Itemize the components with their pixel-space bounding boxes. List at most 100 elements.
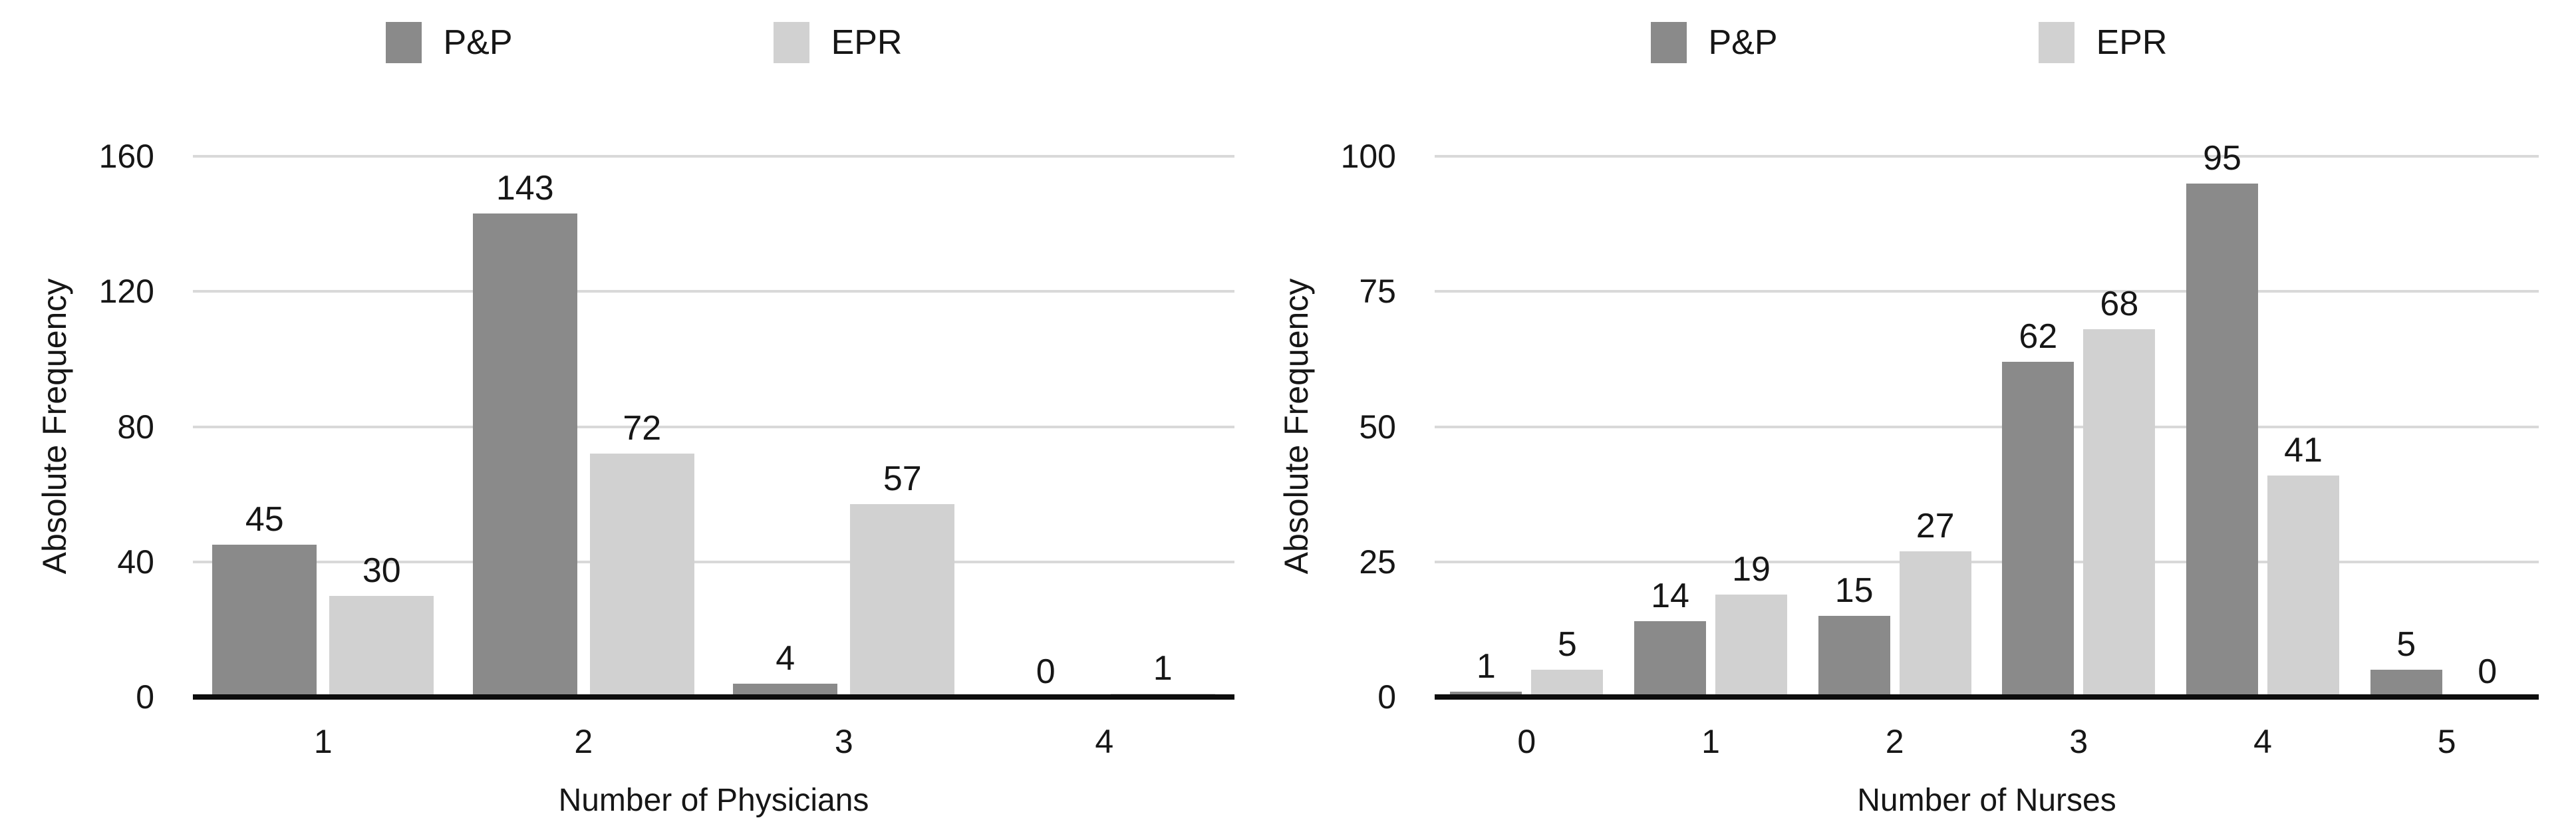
legend-item-epr: EPR [773, 22, 903, 63]
x-tick-label: 5 [2437, 723, 2456, 760]
bar-pp [1634, 621, 1706, 697]
bar-slot: 41 [2267, 156, 2339, 697]
bar-group: 143 72 2 [454, 156, 714, 758]
gridline [193, 425, 1234, 428]
gridline [1435, 425, 2539, 428]
x-axis-line [1435, 694, 2539, 700]
plot-area: 0 40 80 120 160 45 30 1 143 72 2 4 57 3 0 1 4 [99, 139, 1235, 758]
bar-value-label: 41 [2284, 430, 2323, 470]
gridline [193, 155, 1234, 158]
bar-group: 62 68 3 [1987, 156, 2171, 758]
x-tick-label: 3 [834, 723, 853, 760]
gridline [1435, 290, 2539, 293]
epr-swatch-icon [2038, 22, 2075, 63]
nurses-chart: P&P EPR Absolute Frequency 0 25 50 75 100 1 5 0… [1242, 0, 2576, 832]
bar-slot: 0 [994, 156, 1098, 697]
bar-slot: 143 [472, 156, 577, 697]
bar-value-label: 62 [2019, 317, 2058, 356]
bar-value-label: 5 [2396, 625, 2416, 664]
bar-epr [329, 595, 434, 697]
bar-pp [2002, 361, 2075, 697]
bar-pp [472, 213, 577, 697]
bar-epr [2083, 329, 2156, 697]
epr-legend-label: EPR [2096, 23, 2168, 62]
bar-value-label: 57 [883, 460, 922, 499]
bar-slot: 14 [1634, 156, 1706, 697]
bar-value-label: 68 [2100, 285, 2139, 324]
x-tick-label: 0 [1517, 723, 1536, 760]
bar-pp [2370, 670, 2442, 697]
bar-slot: 30 [329, 156, 434, 697]
y-tick-label: 0 [1377, 678, 1396, 716]
y-tick-label: 40 [117, 543, 154, 581]
legend-item-pp: P&P [1650, 22, 1778, 63]
y-tick-label: 100 [1340, 138, 1396, 175]
bar-value-label: 143 [496, 169, 554, 208]
y-tick-label: 75 [1359, 273, 1396, 311]
bar-group: 15 27 2 [1802, 156, 1987, 758]
bar-slot: 1 [1450, 156, 1522, 697]
bar-epr [2267, 475, 2339, 697]
bar-value-label: 27 [1916, 506, 1955, 545]
bar-group: 14 19 1 [1619, 156, 1803, 758]
bar-value-label: 1 [1153, 648, 1173, 688]
bar-group: 0 1 4 [974, 156, 1235, 758]
y-tick-label: 160 [98, 138, 154, 175]
bar-slot: 5 [2370, 156, 2442, 697]
epr-legend-label: EPR [831, 23, 903, 62]
bar-value-label: 4 [776, 638, 795, 678]
bar-group: 45 30 1 [193, 156, 454, 758]
bar-pp [733, 683, 838, 697]
bar-value-label: 19 [1732, 549, 1771, 589]
bar-value-label: 0 [1036, 652, 1056, 691]
bar-slot: 5 [1531, 156, 1604, 697]
bar-slot: 68 [2083, 156, 2156, 697]
bar-epr [1531, 670, 1604, 697]
bar-pp [2186, 183, 2258, 697]
x-tick-label: 4 [2253, 723, 2272, 760]
bar-value-label: 72 [623, 409, 662, 448]
bar-slot: 62 [2002, 156, 2075, 697]
bar-slot: 57 [850, 156, 955, 697]
bar-value-label: 15 [1834, 571, 1874, 611]
bar-value-label: 0 [2478, 652, 2498, 691]
physicians-chart: P&P EPR Absolute Frequency 0 40 80 120 160 45… [0, 22, 1288, 818]
bar-slot: 45 [212, 156, 317, 697]
legend: P&P EPR [1242, 22, 2576, 63]
y-tick-label: 0 [136, 678, 154, 716]
x-tick-label: 2 [1885, 723, 1904, 760]
bar-slot: 19 [1715, 156, 1787, 697]
x-axis-title: Number of Physicians [558, 783, 869, 818]
bar-value-label: 95 [2203, 138, 2241, 178]
pp-swatch-icon [385, 22, 422, 63]
y-tick-label: 120 [98, 273, 154, 311]
bar-slot: 27 [1899, 156, 1971, 697]
bar-epr [1715, 594, 1787, 697]
legend-item-epr: EPR [2038, 22, 2168, 63]
epr-swatch-icon [773, 22, 809, 63]
bar-pp [1450, 691, 1522, 697]
y-tick-label: 25 [1359, 543, 1396, 581]
bar-slot: 15 [1818, 156, 1890, 697]
bar-value-label: 14 [1651, 577, 1689, 616]
x-tick-label: 1 [1701, 723, 1720, 760]
bar-slot: 72 [589, 156, 694, 697]
bar-slot: 0 [2452, 156, 2523, 697]
x-tick-label: 1 [313, 723, 333, 760]
legend: P&P EPR [0, 22, 1288, 63]
bar-slot: 95 [2186, 141, 2258, 697]
pp-legend-label: P&P [1708, 23, 1778, 62]
bar-value-label: 5 [1557, 625, 1577, 664]
x-axis-title: Number of Nurses [1857, 783, 2116, 818]
y-tick-label: 80 [117, 408, 154, 446]
gridline [1435, 560, 2539, 563]
x-axis-line [193, 694, 1234, 700]
pp-legend-label: P&P [443, 23, 513, 62]
bar-pp [1818, 616, 1890, 697]
bar-epr [1899, 551, 1971, 697]
bar-group: 4 57 3 [714, 156, 974, 758]
bar-epr [850, 504, 955, 697]
gridline [193, 290, 1234, 293]
legend-item-pp: P&P [385, 22, 513, 63]
